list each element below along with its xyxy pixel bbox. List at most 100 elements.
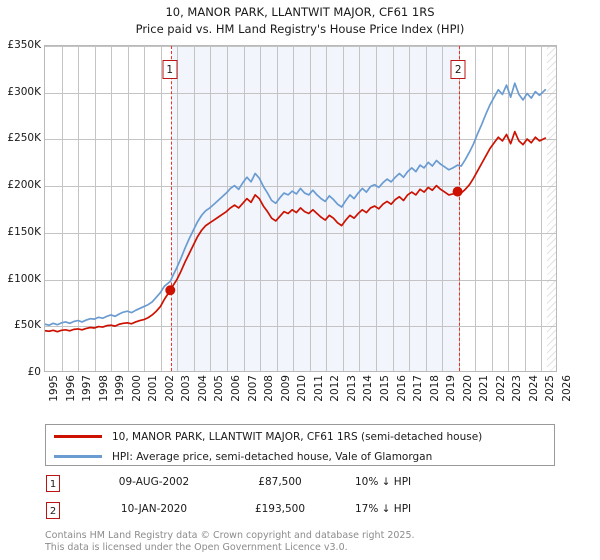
gridline-vertical [94, 46, 96, 371]
gridline-horizontal [45, 46, 556, 47]
y-tick-label: £350K [7, 39, 41, 51]
gridline-vertical [127, 46, 129, 371]
y-tick-label: £150K [7, 225, 41, 238]
gridline-horizontal [45, 139, 556, 141]
gridline-vertical [177, 46, 179, 371]
x-tick-label: 2005 [213, 375, 226, 402]
legend-item: 10, MANOR PARK, LLANTWIT MAJOR, CF61 1RS… [46, 426, 482, 447]
x-tick-label: 2016 [395, 375, 408, 402]
gridline-vertical [375, 46, 377, 371]
gridline-vertical [144, 46, 146, 371]
gridline-vertical [293, 46, 295, 371]
footer-line-2: This data is licensed under the Open Gov… [45, 541, 348, 553]
event-box-1[interactable]: 1 [162, 60, 178, 79]
x-tick-label: 1999 [114, 375, 127, 402]
transaction-index-badge: 2 [46, 502, 60, 519]
sale-point-marker [452, 186, 463, 197]
x-tick-label: 2000 [130, 375, 143, 402]
gridline-vertical [309, 46, 311, 371]
x-tick-label: 2019 [445, 375, 458, 402]
y-tick-label: £0 [27, 366, 41, 378]
plot-frame [44, 45, 557, 372]
x-tick-label: 1995 [48, 375, 60, 402]
gridline-vertical [78, 46, 80, 371]
x-tick-label: 2007 [246, 375, 259, 402]
x-tick-label: 2006 [230, 375, 243, 402]
y-axis-labels: £0 £50K £100K £150K £200K £250K £300K £350K [0, 39, 41, 378]
gridline-horizontal [45, 326, 556, 328]
gridline-vertical [392, 46, 394, 371]
x-tick-label: 2018 [428, 375, 441, 402]
x-tick-label: 2025 [544, 375, 557, 402]
gridline-vertical [276, 46, 278, 371]
y-tick-label: £200K [7, 179, 41, 192]
x-tick-label: 2015 [378, 375, 391, 402]
transaction-hpi-delta: 10% ↓ HPI [355, 476, 412, 488]
gridline-vertical [359, 46, 361, 371]
x-tick-label: 1996 [64, 375, 77, 402]
x-tick-label: 1997 [81, 375, 94, 402]
gridline-vertical [227, 46, 229, 371]
footer-attribution: Contains HM Land Registry data © Crown c… [45, 530, 565, 553]
gridline-vertical [243, 46, 245, 371]
x-tick-label: 2014 [362, 375, 375, 402]
gridline-vertical [342, 46, 344, 371]
y-tick-label: £300K [7, 85, 41, 98]
gridline-vertical [524, 46, 526, 371]
transaction-hpi-delta: 17% ↓ HPI [355, 503, 412, 515]
table-row[interactable]: 1 09-AUG-2002 £87,500 10% ↓ HPI [45, 472, 555, 499]
chart-legend: 10, MANOR PARK, LLANTWIT MAJOR, CF61 1RS… [45, 424, 555, 466]
series-line [45, 82, 547, 327]
gridline-vertical [541, 46, 543, 371]
x-tick-label: 2001 [147, 375, 160, 402]
series-lines [45, 82, 547, 333]
gridline-vertical [326, 46, 328, 371]
transaction-date: 10-JAN-2020 [120, 503, 188, 515]
x-tick-label: 2026 [561, 375, 573, 402]
series-line [45, 130, 547, 333]
title-line-2: Price paid vs. HM Land Registry's House … [135, 22, 465, 36]
gridline-vertical [475, 46, 477, 371]
transaction-index-badge: 1 [46, 475, 60, 492]
gridline-vertical [260, 46, 262, 371]
gridline-vertical [491, 46, 493, 371]
transactions-table: 1 09-AUG-2002 £87,500 10% ↓ HPI 2 10-JAN-2020… [45, 472, 555, 526]
x-tick-label: 2017 [412, 375, 425, 402]
x-tick-label: 2003 [180, 375, 193, 402]
table-row[interactable]: 2 10-JAN-2020 £193,500 17% ↓ HPI [45, 499, 555, 526]
x-tick-label: 2004 [196, 375, 209, 402]
gridline-vertical [210, 46, 212, 371]
x-tick-label: 2009 [279, 375, 292, 402]
transaction-price: £87,500 [258, 476, 302, 488]
x-tick-label: 2012 [329, 375, 342, 402]
x-tick-label: 1998 [97, 375, 110, 402]
legend-label: 10, MANOR PARK, LLANTWIT MAJOR, CF61 1RS… [112, 430, 483, 443]
gridline-vertical [160, 46, 162, 371]
gridline-horizontal [45, 186, 556, 188]
gridline-horizontal [45, 232, 556, 234]
x-axis-labels: 1995 1996 1997 1998 1999 2000 2001 2002 2003 2004… [44, 375, 573, 411]
legend-label: HPI: Average price, semi-detached house,… [112, 450, 433, 463]
gridline-vertical [111, 46, 113, 371]
future-projection-shading [547, 46, 556, 371]
event-line-1 [170, 46, 172, 371]
y-tick-label: £250K [7, 132, 41, 145]
event-line-2 [459, 46, 461, 371]
y-tick-label: £50K [14, 319, 41, 332]
transaction-date: 09-AUG-2002 [118, 476, 190, 488]
ownership-period-shading [170, 46, 460, 371]
gridline-vertical [61, 46, 63, 371]
gridline-vertical [508, 46, 510, 371]
x-tick-label: 2020 [461, 375, 474, 402]
gridline-horizontal [45, 279, 556, 281]
gridline-vertical [193, 46, 195, 371]
gridline-vertical [409, 46, 411, 371]
gridline-vertical [425, 46, 427, 371]
event-box-2[interactable]: 2 [450, 60, 466, 79]
title-line-1: 10, MANOR PARK, LLANTWIT MAJOR, CF61 1RS [165, 5, 435, 19]
x-tick-label: 2022 [494, 375, 507, 402]
legend-color-swatch [54, 435, 102, 438]
sale-point-marker [165, 285, 176, 296]
price-history-chart [44, 45, 557, 372]
x-tick-label: 2010 [296, 375, 309, 402]
